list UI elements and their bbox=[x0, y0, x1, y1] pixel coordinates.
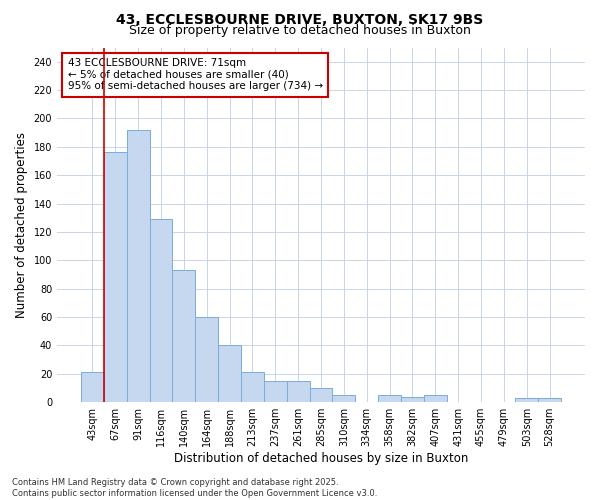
Bar bbox=[264, 381, 287, 402]
Bar bbox=[196, 317, 218, 402]
Bar bbox=[378, 395, 401, 402]
Bar bbox=[104, 152, 127, 402]
Text: Contains HM Land Registry data © Crown copyright and database right 2025.
Contai: Contains HM Land Registry data © Crown c… bbox=[12, 478, 377, 498]
Bar bbox=[332, 395, 355, 402]
Bar bbox=[424, 395, 447, 402]
Bar bbox=[515, 398, 538, 402]
Text: 43, ECCLESBOURNE DRIVE, BUXTON, SK17 9BS: 43, ECCLESBOURNE DRIVE, BUXTON, SK17 9BS bbox=[116, 12, 484, 26]
Bar bbox=[401, 396, 424, 402]
Bar bbox=[127, 130, 149, 402]
Bar bbox=[538, 398, 561, 402]
Bar bbox=[81, 372, 104, 402]
Bar bbox=[241, 372, 264, 402]
X-axis label: Distribution of detached houses by size in Buxton: Distribution of detached houses by size … bbox=[174, 452, 468, 465]
Text: 43 ECCLESBOURNE DRIVE: 71sqm
← 5% of detached houses are smaller (40)
95% of sem: 43 ECCLESBOURNE DRIVE: 71sqm ← 5% of det… bbox=[68, 58, 323, 92]
Text: Size of property relative to detached houses in Buxton: Size of property relative to detached ho… bbox=[129, 24, 471, 37]
Bar bbox=[310, 388, 332, 402]
Bar bbox=[172, 270, 196, 402]
Y-axis label: Number of detached properties: Number of detached properties bbox=[15, 132, 28, 318]
Bar bbox=[287, 381, 310, 402]
Bar bbox=[149, 219, 172, 402]
Bar bbox=[218, 346, 241, 402]
